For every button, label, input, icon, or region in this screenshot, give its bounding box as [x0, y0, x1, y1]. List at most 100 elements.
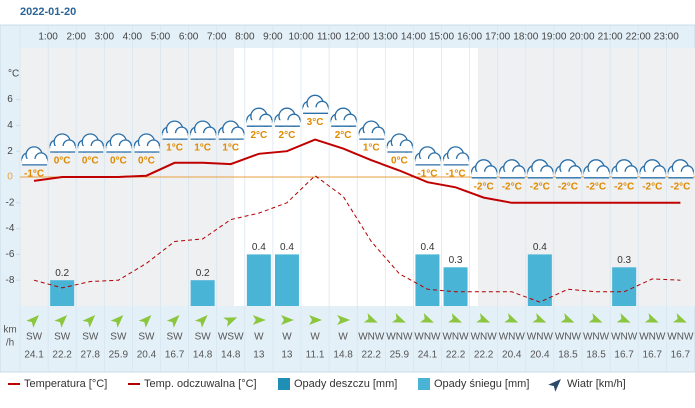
y-tick-label: -8 — [6, 275, 15, 286]
x-tick-label: 13:00 — [373, 32, 398, 43]
arrow-shape — [448, 313, 463, 323]
weather-icon — [330, 107, 357, 127]
wind-arrow — [363, 313, 378, 323]
wind-arrow — [476, 313, 491, 323]
weather-icon — [667, 159, 694, 179]
weather-icon — [358, 120, 385, 140]
wind-speed: 22.2 — [52, 350, 72, 361]
wind-speed: 22.2 — [474, 350, 494, 361]
weather-icon — [189, 120, 217, 140]
arrow-shape — [644, 313, 659, 323]
cloud-base — [555, 171, 581, 178]
arrow-shape — [54, 315, 68, 328]
arrow-shape — [588, 313, 603, 323]
y-tick-label: 2 — [7, 146, 13, 157]
wind-direction: SW — [26, 332, 43, 343]
cloud-base — [162, 133, 188, 140]
wind-arrow — [672, 313, 687, 323]
arrow-shape — [26, 315, 39, 328]
wind-arrow — [252, 315, 266, 325]
cloud-base — [584, 171, 610, 178]
wind-arrow — [588, 313, 603, 323]
wind-direction: WNW — [639, 332, 666, 343]
wind-speed: 13 — [253, 350, 265, 361]
temp-label: 0°C — [138, 156, 155, 167]
bar-label: 0.3 — [617, 255, 631, 266]
x-tick-label: 10:00 — [288, 32, 313, 43]
wind-speed: 18.5 — [586, 350, 606, 361]
cloud-base — [499, 171, 525, 178]
chart-title: 2022-01-20 — [20, 6, 76, 18]
precip-bar — [190, 280, 215, 306]
wind-direction: WNW — [358, 332, 385, 343]
wind-arrow — [110, 315, 124, 328]
weather-icon — [583, 159, 610, 179]
temp-label: -1°C — [24, 169, 44, 180]
x-tick-label: 23:00 — [654, 32, 679, 43]
bar-label: 0.4 — [280, 242, 294, 253]
cloud-base — [22, 158, 48, 165]
wind-direction: WNW — [555, 332, 582, 343]
wind-speed: 24.1 — [24, 350, 44, 361]
wind-arrow — [448, 313, 463, 323]
wind-arrow — [309, 315, 323, 325]
y-tick-label: 0 — [7, 172, 13, 183]
weather-icon — [246, 107, 273, 127]
cloud-base — [106, 146, 132, 152]
arrow-shape — [363, 313, 378, 323]
cloud-base — [415, 158, 441, 165]
cloud-base — [190, 133, 216, 140]
x-tick-label: 8:00 — [235, 32, 255, 43]
wind-speed: 20.4 — [530, 350, 550, 361]
wind-speed: 18.5 — [558, 350, 578, 361]
cloud-base — [443, 158, 469, 165]
legend-swatch — [418, 378, 430, 390]
x-tick-label: 12:00 — [345, 32, 370, 43]
x-tick-label: 11:00 — [317, 32, 342, 43]
wind-speed: 14.8 — [193, 350, 213, 361]
cloud-base — [640, 171, 666, 178]
wind-arrow — [194, 315, 208, 328]
cloud-base — [527, 171, 553, 178]
bar-label: 0.2 — [55, 268, 69, 279]
wind-direction: WNW — [414, 332, 441, 343]
legend-label: Opady deszczu [mm] — [294, 378, 397, 390]
x-tick-label: 22:00 — [626, 32, 651, 43]
cloud-base — [612, 171, 638, 178]
wind-direction: W — [254, 332, 264, 343]
arrow-shape — [419, 313, 434, 323]
weather-icon — [274, 107, 301, 127]
temp-label: 0°C — [54, 156, 71, 167]
weather-icon — [414, 146, 442, 166]
temp-label: -1°C — [445, 169, 465, 180]
temp-label: -2°C — [558, 181, 578, 192]
legend-swatch — [548, 379, 561, 392]
temp-label: 0°C — [110, 156, 127, 167]
bar-label: 0.3 — [449, 255, 463, 266]
arrow-shape — [560, 313, 575, 323]
temp-label: -2°C — [614, 181, 634, 192]
temp-label: 1°C — [166, 143, 183, 154]
wind-arrow — [223, 317, 238, 327]
precip-bar — [274, 254, 299, 306]
x-tick-label: 2:00 — [66, 32, 86, 43]
wind-arrow — [26, 315, 39, 328]
y-tick-label: -4 — [6, 223, 15, 234]
weather-icon — [499, 159, 526, 179]
wind-arrow — [644, 313, 659, 323]
arrow-shape — [391, 313, 406, 323]
wind-arrow — [337, 315, 351, 325]
temp-label: 2°C — [335, 130, 352, 141]
bar-label: 0.2 — [196, 268, 210, 279]
arrow-shape — [280, 315, 294, 325]
legend-label: Opady śniegu [mm] — [434, 378, 529, 390]
wind-speed: 16.7 — [671, 350, 691, 361]
x-tick-label: 6:00 — [179, 32, 199, 43]
wind-direction: SW — [195, 332, 212, 343]
x-tick-label: 9:00 — [263, 32, 283, 43]
y-tick-label: 6 — [7, 94, 13, 105]
wind-speed: 24.1 — [418, 350, 438, 361]
cloud-base — [387, 146, 413, 152]
wind-direction: W — [282, 332, 292, 343]
wind-direction: WSW — [218, 332, 244, 343]
